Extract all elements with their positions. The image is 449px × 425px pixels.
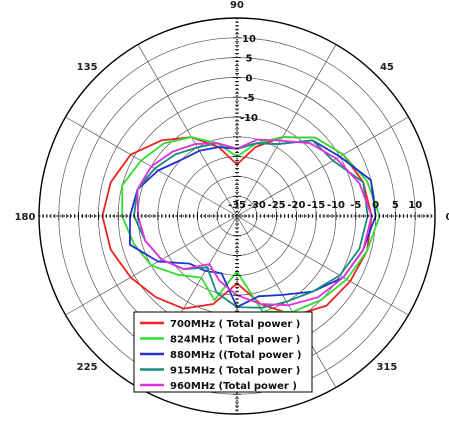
- radial-tick-label-horizontal: -5: [350, 200, 361, 211]
- angle-label: 315: [376, 362, 397, 373]
- radial-tick-label-horizontal: -20: [287, 200, 305, 211]
- legend-entry-4: 960MHz (Total power ): [170, 381, 297, 392]
- grid-spoke: [236, 215, 409, 316]
- legend-entry-2: 880MHz ((Total power ): [170, 350, 301, 361]
- grid-spoke: [236, 44, 337, 217]
- radial-tick-label-horizontal: -25: [268, 200, 286, 211]
- grid-spoke: [236, 116, 409, 217]
- angle-label: 45: [380, 62, 394, 73]
- legend-box: [133, 311, 313, 393]
- radial-tick-label-horizontal: -30: [248, 200, 266, 211]
- radial-tick-label-horizontal: 0: [372, 200, 379, 211]
- angle-label: 135: [77, 62, 98, 73]
- radial-tick-label-vertical: 10: [242, 34, 256, 45]
- angle-label: 0: [446, 212, 449, 223]
- radial-tick-label-horizontal: -35: [228, 200, 246, 211]
- radial-tick-label-horizontal: 5: [392, 200, 399, 211]
- legend-entry-0: 700MHz ( Total power ): [170, 319, 300, 330]
- radial-tick-label-horizontal: -15: [307, 200, 325, 211]
- legend-entry-1: 824MHz ( Total power ): [170, 335, 300, 346]
- radial-tick-label-vertical: 0: [246, 73, 253, 84]
- angle-label: 225: [77, 362, 98, 373]
- radial-tick-label-vertical: -10: [240, 113, 258, 124]
- angle-label: 180: [15, 212, 36, 223]
- angle-label: 90: [230, 0, 244, 11]
- radial-tick-label-horizontal: -10: [327, 200, 345, 211]
- legend: 700MHz ( Total power ) 824MHz ( Total pow…: [133, 311, 313, 393]
- radial-tick-label-vertical: 5: [246, 54, 253, 65]
- radial-tick-label-horizontal: 10: [408, 200, 422, 211]
- radial-tick-label-vertical: -5: [243, 93, 254, 104]
- grid-spoke: [137, 44, 238, 217]
- legend-entry-3: 915MHz ( Total power ): [170, 366, 300, 377]
